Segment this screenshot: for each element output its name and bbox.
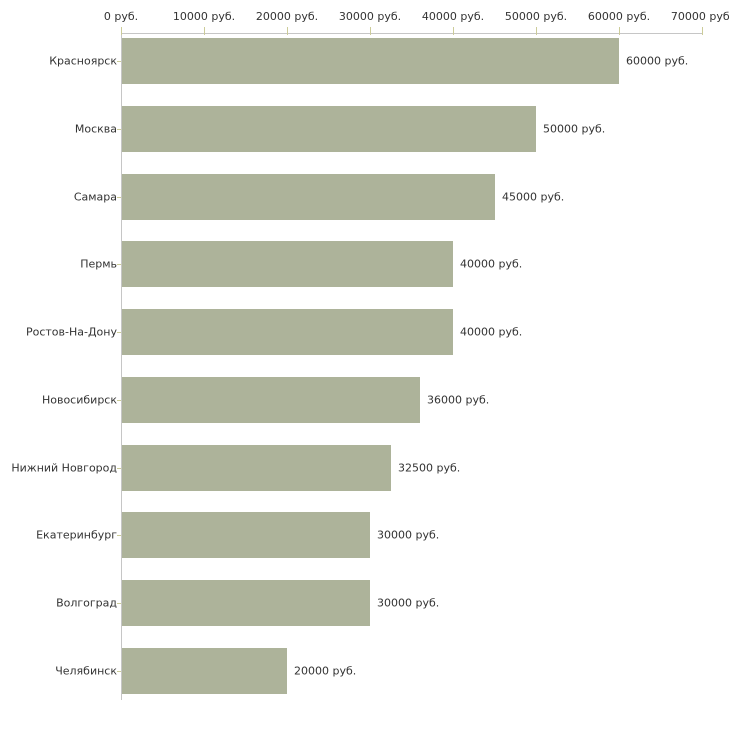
bar-value-label: 45000 руб. [502,190,565,204]
x-axis-tick-label: 50000 руб. [504,10,568,23]
bar [122,445,391,491]
x-axis-tick-label: 30000 руб. [338,10,402,23]
bar [122,241,453,287]
x-axis-tick-mark [204,27,205,35]
bar [122,38,619,84]
x-axis-tick-mark [536,27,537,35]
category-label: Волгоград [56,596,117,610]
bar-value-label: 30000 руб. [377,596,440,610]
x-axis-tick-mark [287,27,288,35]
category-label: Пермь [80,257,117,271]
bar-value-label: 40000 руб. [460,257,523,271]
x-axis-tick-mark [619,27,620,35]
category-tick-mark [117,535,121,536]
bar-value-label: 50000 руб. [543,122,606,136]
bar [122,648,287,694]
bar-value-label: 40000 руб. [460,325,523,339]
category-label: Ростов-На-Дону [25,325,117,339]
bar [122,174,495,220]
x-axis-tick-label: 20000 руб. [255,10,319,23]
x-axis-tick-label: 40000 руб. [421,10,485,23]
category-tick-mark [117,61,121,62]
category-tick-mark [117,468,121,469]
category-tick-mark [117,671,121,672]
category-label: Новосибирск [41,393,117,407]
category-tick-mark [117,400,121,401]
x-axis-tick-mark [370,27,371,35]
bar [122,106,536,152]
category-tick-mark [117,129,121,130]
bar-value-label: 30000 руб. [377,528,440,542]
category-tick-mark [117,197,121,198]
bar-value-label: 20000 руб. [294,664,357,678]
category-label: Красноярск [49,54,117,68]
x-axis-line [121,33,702,34]
bar [122,512,370,558]
bar [122,377,420,423]
category-label: Нижний Новгород [11,461,117,475]
x-axis-tick-mark [453,27,454,35]
y-axis-line [121,33,122,700]
category-tick-mark [117,603,121,604]
category-tick-mark [117,332,121,333]
bar-value-label: 36000 руб. [427,393,490,407]
bar [122,580,370,626]
bar-value-label: 60000 руб. [626,54,689,68]
x-axis-tick-label: 60000 руб. [587,10,651,23]
x-axis-tick-label: 70000 руб. [670,10,730,23]
x-axis-tick-label: 10000 руб. [172,10,236,23]
category-label: Екатеринбург [36,528,117,542]
category-label: Самара [73,190,117,204]
bar [122,309,453,355]
category-tick-mark [117,264,121,265]
category-label: Челябинск [55,664,117,678]
category-label: Москва [74,122,117,136]
bar-value-label: 32500 руб. [398,461,461,475]
x-axis-tick-label: 0 руб. [103,10,139,23]
x-axis-tick-mark [121,27,122,35]
x-axis-tick-mark [702,27,703,35]
